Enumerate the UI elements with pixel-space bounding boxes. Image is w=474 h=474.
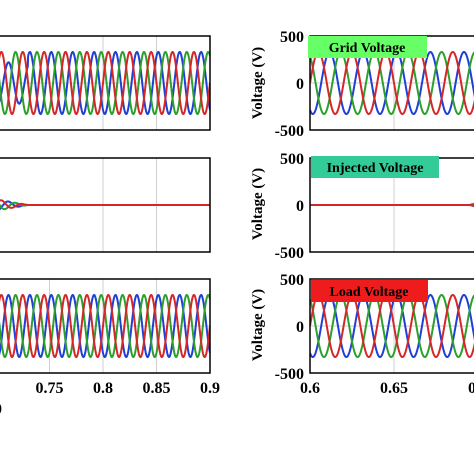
- load-voltage-label-box: [311, 280, 428, 302]
- y-tick-label: -500: [275, 366, 304, 383]
- y-tick-label: 0: [296, 198, 304, 215]
- series-red: [310, 293, 474, 359]
- axes-frame: [309, 278, 474, 374]
- x-tick-label: 0.75: [36, 380, 64, 397]
- x-tick-label: 0.65: [380, 380, 408, 397]
- series-green: [0, 293, 210, 359]
- y-tick-label: 500: [280, 29, 304, 46]
- grid-voltage-title: Grid Voltage: [329, 41, 406, 56]
- x-tick-label: 0.7: [468, 380, 474, 397]
- left-bottom-panel: 0.75 0.8 0.85 0.9: [0, 278, 220, 397]
- load-voltage-title: Load Voltage: [330, 285, 409, 300]
- y-tick-label: -500: [275, 245, 304, 262]
- y-tick-label: 500: [280, 272, 304, 289]
- injected-voltage-label-box: [311, 156, 439, 178]
- axes-frame: [0, 35, 211, 131]
- x-tick-label: 0.6: [300, 380, 320, 397]
- x-tick-label: 0.85: [143, 380, 171, 397]
- axes-frame: [0, 278, 211, 374]
- y-axis-label-load: Voltage (V): [250, 289, 266, 361]
- cropped-xlabel-fragment: 0: [0, 401, 2, 418]
- y-tick-label: -500: [275, 123, 304, 140]
- series-red: [0, 294, 210, 358]
- series-green: [0, 50, 210, 116]
- y-tick-label: 0: [296, 319, 304, 336]
- grid-voltage-label-box: [308, 36, 427, 58]
- series-red: [0, 199, 210, 209]
- y-tick-label: 500: [280, 151, 304, 168]
- series-red: [0, 51, 210, 115]
- y-tick-label: 0: [296, 76, 304, 93]
- y-axis-label-grid: Voltage (V): [250, 47, 266, 119]
- series-blue: [0, 293, 210, 359]
- x-tick-label: 0.9: [200, 380, 220, 397]
- y-axis-label-injected: Voltage (V): [250, 168, 266, 240]
- series-blue: [0, 50, 210, 116]
- left-middle-panel: [0, 157, 211, 253]
- x-tick-label: 0.8: [93, 380, 113, 397]
- left-top-panel: [0, 35, 211, 131]
- axes-frame: [0, 157, 211, 253]
- injected-voltage-title: Injected Voltage: [327, 161, 424, 176]
- series-red: [310, 50, 474, 116]
- series-red: [310, 202, 474, 207]
